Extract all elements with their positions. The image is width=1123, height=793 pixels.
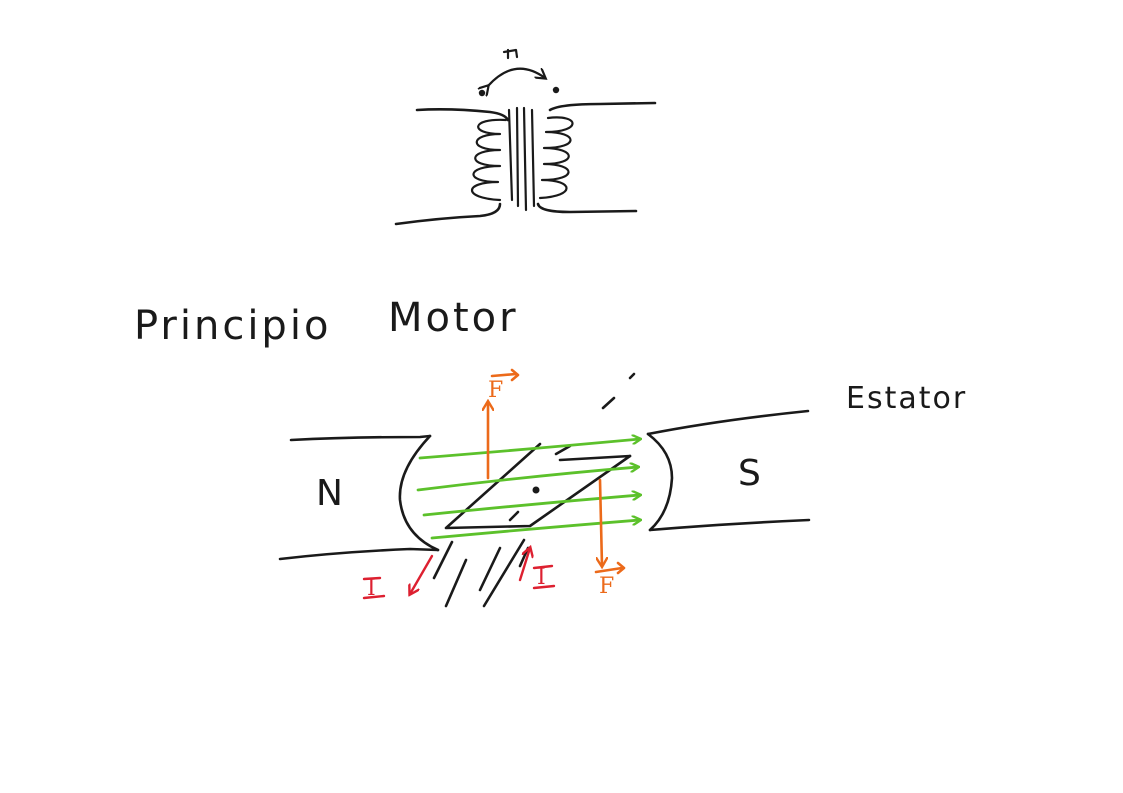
bottom-left-lead [394, 202, 502, 226]
lead-wire-3 [478, 546, 502, 592]
current-right-label: I [537, 565, 546, 590]
axis-dash-1 [601, 396, 616, 410]
stator-label: Estator [846, 381, 968, 416]
core-line-2 [515, 106, 520, 208]
title-motor: Motor [388, 295, 519, 341]
top-left-lead [415, 108, 510, 122]
top-right-lead [548, 101, 657, 112]
force-up-vector-bar [490, 368, 520, 382]
lead-wire-2 [444, 558, 468, 608]
current-right-bar [532, 564, 556, 590]
core-line-3 [522, 106, 528, 212]
south-pole-bottom [648, 518, 811, 532]
force-bottom-label: F [599, 574, 615, 599]
north-pole-bottom [278, 547, 440, 561]
core-line-1 [507, 108, 514, 202]
current-left-bar [362, 576, 386, 600]
current-left-label: I [367, 576, 376, 601]
axis-dash-3 [508, 510, 520, 522]
lead-wire-4 [482, 538, 526, 608]
force-down-vector-bar [594, 561, 626, 575]
north-pole-face [398, 434, 440, 552]
force-down-arrow [600, 478, 602, 566]
right-coil [538, 116, 574, 200]
current-left-arrow [410, 554, 434, 594]
north-pole-top [289, 434, 432, 442]
coupling-arc [488, 67, 545, 86]
core-line-4 [530, 108, 536, 208]
motor-sketch [278, 368, 811, 608]
force-top-label: F [488, 378, 504, 403]
north-pole-label: N [316, 473, 343, 514]
lead-wire-1 [432, 540, 454, 580]
rotor-loop [444, 442, 632, 530]
left-coil [470, 118, 508, 202]
title-principio: Principio [134, 303, 332, 349]
lead-dash-1 [554, 444, 572, 456]
south-pole-top [646, 409, 810, 436]
rotor-top-edge [558, 454, 632, 462]
bottom-right-lead [536, 202, 638, 214]
left-dot-icon [478, 89, 486, 97]
coupling-label-mark [502, 48, 519, 60]
field-line-1 [418, 439, 640, 460]
axis-dot-icon [532, 486, 540, 494]
current-right-arrow [518, 548, 530, 582]
field-line-4 [430, 520, 640, 540]
field-line-3 [422, 495, 640, 517]
south-pole-face [646, 432, 674, 532]
transformer-sketch [394, 48, 657, 226]
axis-dash-2 [628, 372, 636, 380]
field-line-2 [416, 467, 638, 492]
south-pole-label: S [738, 453, 761, 494]
right-dot-icon [552, 86, 560, 94]
